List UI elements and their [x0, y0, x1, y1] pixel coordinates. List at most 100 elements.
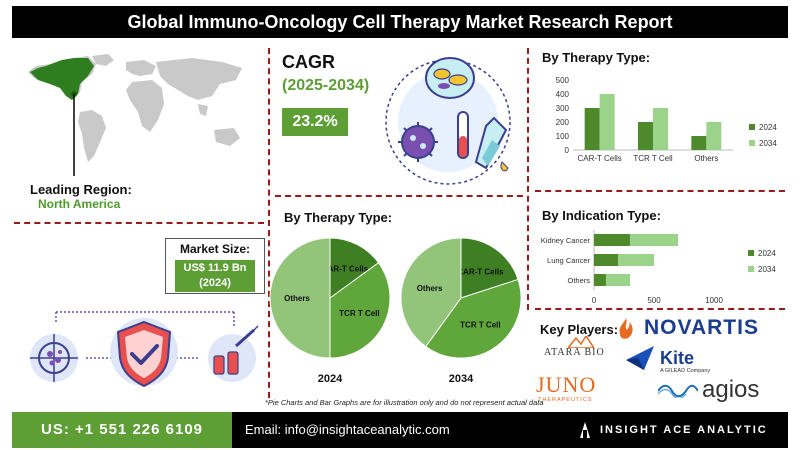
bar-chart-therapy: 0 100 200 300 400 500 CAR-T Cells TCR T Cell Oth…: [556, 76, 778, 163]
juno-logo: JUNO THERAPEUTICS: [536, 372, 616, 408]
legend-swatch: [749, 124, 755, 130]
shield-check-icon: [110, 318, 178, 388]
y-tick-label: 300: [556, 104, 570, 113]
legend-swatch: [749, 140, 755, 146]
juno-text: JUNO: [536, 372, 597, 397]
cagr-period: (2025-2034): [282, 77, 370, 94]
legend-label: 2034: [759, 139, 777, 148]
leading-region-value: North America: [38, 197, 121, 211]
y-tick-label: 0: [565, 146, 570, 155]
pie-slice-car-t-cells: [460, 237, 519, 299]
market-size-value: US$ 11.9 Bn (2024): [175, 260, 255, 292]
pie-slice-car-t-cells: [329, 237, 380, 299]
y-tick-label: 500: [556, 76, 570, 85]
market-size-year: (2024): [199, 277, 231, 289]
divider-left-mid: [14, 222, 264, 224]
footer-bar: [232, 412, 788, 448]
juno-subtext: THERAPEUTICS: [538, 397, 593, 403]
pie-slice-label: CAR-T Cells: [457, 267, 504, 276]
atara-logo: ATARA BIO: [540, 336, 620, 360]
legend-label: 2034: [758, 265, 776, 274]
brand-logo-icon: [580, 422, 590, 438]
agios-wave-icon: [658, 384, 698, 398]
test-tube-icon: [457, 111, 469, 159]
divider-left: [268, 48, 270, 398]
x-tick-label: 0: [592, 296, 597, 305]
world-map: [28, 54, 242, 176]
cagr-title: CAGR: [282, 52, 335, 72]
virus-icon: [398, 122, 438, 162]
y-tick-label: Kidney Cancer: [541, 236, 591, 245]
footer-phone[interactable]: US: +1 551 226 6109: [12, 412, 232, 448]
x-tick-label: 1000: [705, 296, 723, 305]
x-tick-label: TCR T Cell: [633, 154, 672, 163]
bar-2024: [594, 254, 618, 266]
footer-email[interactable]: Email: info@insightaceanalytic.com: [245, 422, 450, 437]
bar-chart-indication: Kidney Cancer Lung Cancer Others 0 500 1000 20…: [541, 230, 776, 305]
legend-swatch: [748, 250, 754, 256]
pie-slice-others: [269, 237, 331, 359]
divider-center-mid: [275, 195, 523, 197]
bar-2034: [706, 122, 722, 150]
bar-2024: [594, 274, 606, 286]
page-title: Global Immuno-Oncology Cell Therapy Mark…: [12, 6, 788, 38]
bar-2024: [594, 234, 630, 246]
bar-2024: [638, 122, 653, 150]
agios-text: agios: [702, 376, 760, 403]
petri-dish-icon: [425, 57, 475, 99]
key-players-label: Key Players:: [540, 322, 619, 337]
kite-logo: Kite A GILEAD Company: [624, 346, 734, 378]
x-tick-label: CAR-T Cells: [578, 154, 622, 163]
bar-2034: [653, 108, 668, 150]
divider-right: [527, 48, 529, 310]
cagr-value: 23.2%: [282, 108, 348, 136]
divider-right-low: [535, 308, 785, 310]
market-size-label: Market Size:: [179, 242, 251, 256]
legend-label: 2024: [759, 123, 777, 132]
kite-shape-icon: [626, 346, 654, 370]
legend-label: 2024: [758, 249, 776, 258]
market-size-amount: US$ 11.9 Bn: [183, 262, 247, 274]
pie-slice-tcr-t-cell: [425, 278, 522, 359]
disclaimer: *Pie Charts and Bar Graphs are for illus…: [265, 398, 544, 407]
pie-slice-label: TCR T Cell: [339, 309, 379, 318]
footer-brand: INSIGHT ACE ANALYTIC: [600, 424, 768, 436]
lab-illustration: [385, 57, 511, 185]
x-tick-label: Others: [694, 154, 718, 163]
pie-charts: CAR-T Cells TCR T Cell Others 2024 CAR-T Cel…: [269, 237, 522, 385]
x-tick-label: 500: [647, 296, 661, 305]
novartis-text: NOVARTIS: [644, 316, 759, 339]
agios-logo: agios: [658, 376, 778, 404]
pie-slice-tcr-t-cell: [329, 262, 391, 359]
leading-region-label: Leading Region:: [30, 182, 132, 197]
pie-slice-label: CAR-T Cells: [322, 265, 369, 274]
atara-text: ATARA BIO: [544, 347, 605, 358]
divider-right-mid: [535, 190, 785, 192]
bar-2024: [584, 108, 600, 150]
bar-2024: [691, 136, 707, 150]
pie-year-label: 2024: [318, 373, 343, 385]
pie-slice-label: TCR T Cell: [460, 321, 500, 330]
flask-icon: [474, 116, 509, 172]
pie-slice-others: [400, 237, 462, 348]
y-tick-label: 200: [556, 118, 570, 127]
novartis-flame-icon: [619, 318, 633, 339]
pie-year-label: 2034: [449, 373, 474, 385]
novartis-logo: NOVARTIS: [616, 314, 786, 342]
bar-chart-therapy-title: By Therapy Type:: [542, 50, 651, 65]
icon-row: [30, 311, 259, 388]
kite-subtext: A GILEAD Company: [660, 368, 711, 374]
pie-section-title: By Therapy Type:: [284, 210, 393, 225]
bar-chart-indication-title: By Indication Type:: [542, 208, 661, 223]
kite-text: Kite: [660, 348, 695, 368]
legend-swatch: [748, 266, 754, 272]
bar-2034: [599, 94, 615, 150]
y-tick-label: 100: [556, 132, 570, 141]
syringe-vials-icon: [208, 325, 259, 382]
y-tick-label: Lung Cancer: [547, 256, 590, 265]
target-cells-icon: [30, 334, 78, 382]
pie-slice-label: Others: [284, 294, 310, 303]
market-size-box: Market Size: US$ 11.9 Bn (2024): [165, 238, 265, 294]
y-tick-label: Others: [567, 276, 590, 285]
y-tick-label: 400: [556, 90, 570, 99]
